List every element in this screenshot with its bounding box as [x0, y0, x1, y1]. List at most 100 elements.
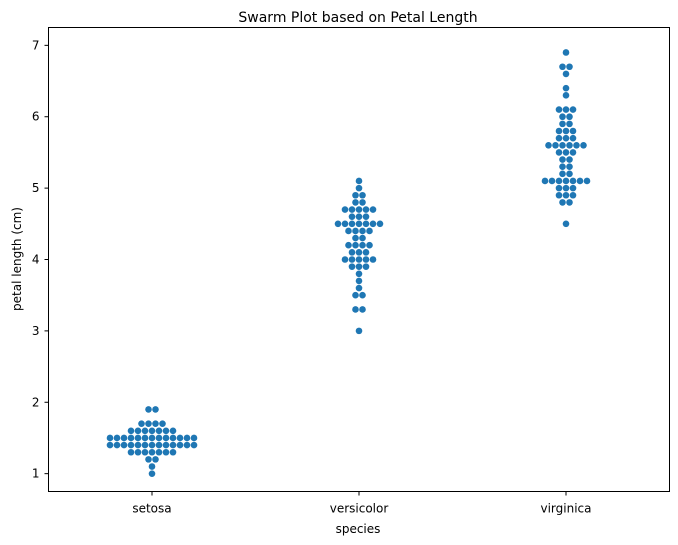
- data-point-setosa: [152, 420, 159, 427]
- data-point-setosa: [152, 406, 159, 413]
- y-axis-label: petal length (cm): [10, 207, 24, 311]
- data-point-virginica: [566, 163, 573, 170]
- data-point-versicolor: [348, 206, 356, 213]
- data-point-setosa: [141, 434, 149, 442]
- data-point-versicolor: [362, 249, 370, 256]
- y-tick-label: 7: [32, 38, 40, 52]
- data-point-virginica: [555, 127, 563, 135]
- data-point-setosa: [176, 441, 184, 449]
- data-point-virginica: [569, 127, 577, 135]
- data-point-virginica: [566, 170, 573, 178]
- data-point-versicolor: [341, 206, 349, 213]
- data-point-setosa: [113, 434, 121, 442]
- data-point-virginica: [555, 184, 563, 192]
- data-point-setosa: [113, 441, 121, 449]
- data-point-setosa: [145, 456, 152, 463]
- data-point-virginica: [559, 113, 566, 121]
- data-point-virginica: [569, 177, 577, 185]
- data-point-virginica: [569, 191, 577, 199]
- x-axis-label: species: [336, 522, 381, 536]
- data-point-versicolor: [369, 206, 377, 213]
- data-point-setosa: [162, 448, 170, 456]
- data-point-versicolor: [352, 234, 359, 242]
- data-point-virginica: [562, 220, 570, 228]
- data-point-setosa: [141, 427, 149, 435]
- y-tick-label: 2: [32, 395, 40, 409]
- data-point-virginica: [545, 141, 552, 149]
- data-point-virginica: [559, 163, 566, 170]
- data-point-virginica: [562, 134, 570, 142]
- data-point-virginica: [562, 106, 570, 113]
- data-point-setosa: [127, 448, 135, 456]
- data-point-setosa: [148, 448, 156, 456]
- data-point-setosa: [138, 420, 145, 427]
- data-point-virginica: [562, 70, 570, 78]
- data-point-virginica: [566, 120, 573, 128]
- data-point-versicolor: [355, 263, 363, 270]
- chart-title: Swarm Plot based on Petal Length: [238, 10, 477, 26]
- data-point-setosa: [155, 448, 163, 456]
- data-point-setosa: [127, 427, 135, 435]
- data-points: [106, 49, 591, 477]
- data-point-setosa: [134, 441, 142, 449]
- x-axis: setosa versicolor virginica: [132, 491, 592, 516]
- data-point-setosa: [141, 441, 149, 449]
- data-point-versicolor: [376, 220, 384, 228]
- data-point-virginica: [562, 184, 570, 192]
- data-point-virginica: [562, 177, 570, 185]
- data-point-versicolor: [369, 256, 377, 263]
- data-point-virginica: [562, 127, 570, 135]
- data-point-setosa: [134, 427, 142, 435]
- y-tick-label: 6: [32, 110, 40, 124]
- data-point-versicolor: [359, 227, 366, 235]
- data-point-versicolor: [352, 227, 359, 235]
- data-point-versicolor: [355, 184, 363, 192]
- data-point-setosa: [148, 441, 156, 449]
- data-point-virginica: [576, 177, 584, 185]
- data-point-virginica: [569, 106, 577, 113]
- x-tick-label: setosa: [132, 502, 171, 516]
- data-point-virginica: [541, 177, 549, 185]
- x-tick-label: virginica: [541, 502, 592, 516]
- data-point-setosa: [162, 434, 170, 442]
- data-point-setosa: [155, 441, 163, 449]
- data-point-setosa: [169, 427, 177, 435]
- data-point-setosa: [183, 434, 191, 442]
- data-point-setosa: [127, 434, 135, 442]
- data-point-setosa: [169, 448, 177, 456]
- data-point-virginica: [555, 106, 563, 113]
- data-point-setosa: [162, 441, 170, 449]
- data-point-setosa: [169, 434, 177, 442]
- y-tick-label: 5: [32, 181, 40, 195]
- data-point-versicolor: [352, 191, 359, 199]
- data-point-versicolor: [352, 199, 359, 206]
- data-point-versicolor: [362, 263, 370, 270]
- data-point-versicolor: [355, 327, 363, 335]
- data-point-versicolor: [352, 241, 359, 249]
- y-tick-label: 3: [32, 324, 40, 338]
- plot-frame: [48, 27, 670, 492]
- data-point-versicolor: [345, 227, 352, 235]
- data-point-versicolor: [341, 220, 349, 228]
- data-point-versicolor: [355, 220, 363, 228]
- data-point-setosa: [145, 420, 152, 427]
- data-point-virginica: [562, 149, 570, 156]
- data-point-versicolor: [355, 206, 363, 213]
- data-point-virginica: [583, 177, 591, 185]
- data-point-setosa: [106, 434, 114, 442]
- data-point-versicolor: [359, 291, 366, 299]
- data-point-setosa: [148, 463, 156, 470]
- y-tick-label: 4: [32, 253, 40, 267]
- data-point-setosa: [155, 434, 163, 442]
- data-point-versicolor: [362, 206, 370, 213]
- data-point-setosa: [190, 441, 198, 449]
- data-point-versicolor: [359, 234, 366, 242]
- data-point-virginica: [566, 63, 573, 71]
- data-point-virginica: [580, 141, 587, 149]
- data-point-versicolor: [355, 249, 363, 256]
- data-point-versicolor: [352, 306, 359, 313]
- data-point-setosa: [152, 456, 159, 463]
- data-point-versicolor: [355, 213, 363, 220]
- data-point-versicolor: [359, 306, 366, 313]
